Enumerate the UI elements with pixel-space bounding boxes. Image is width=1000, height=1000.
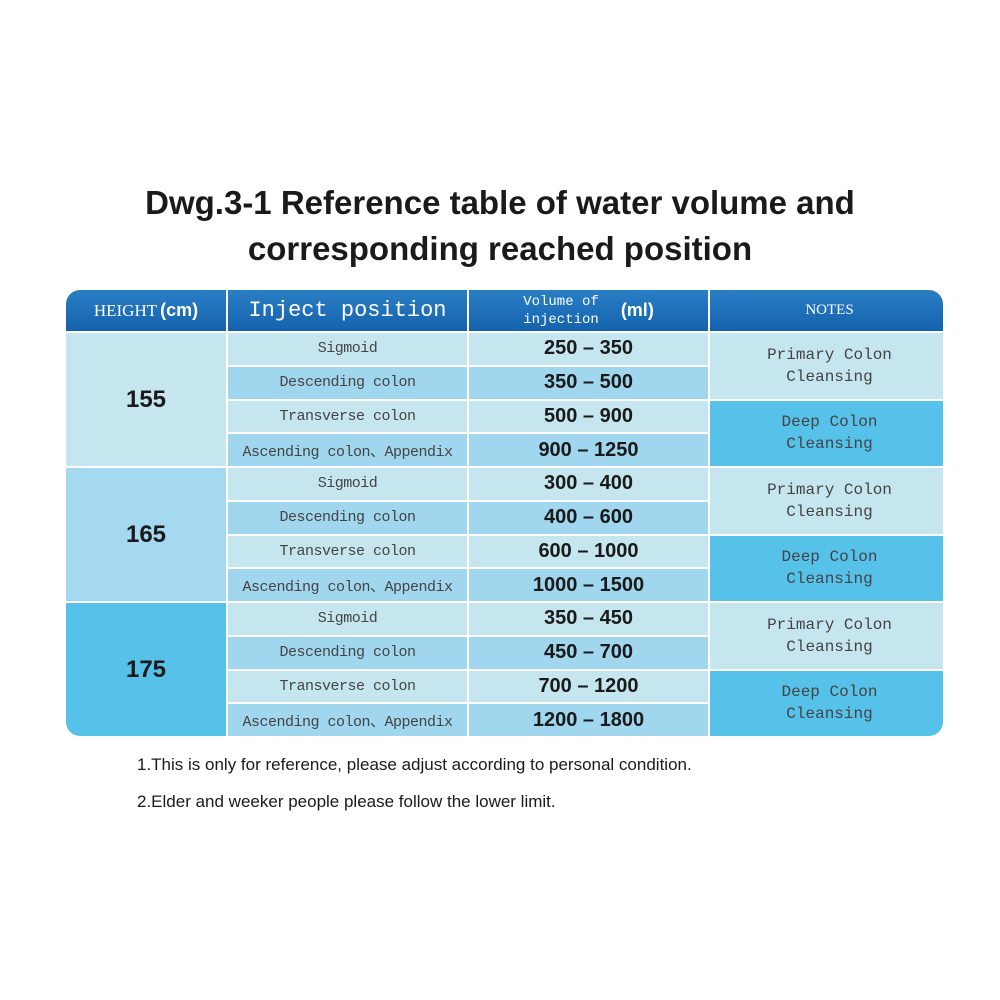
- height-cell: 155: [66, 333, 226, 466]
- inject-position-cell: Ascending colon、Appendix: [228, 704, 467, 736]
- header-position-label: Inject position: [248, 298, 447, 323]
- header-volume-line1: Volume of: [523, 293, 599, 310]
- volume-cell: 900 – 1250: [469, 434, 708, 466]
- footnote-1: 1.This is only for reference, please adj…: [137, 755, 692, 774]
- note-primary-cleansing: Primary Colon Cleansing: [710, 333, 943, 399]
- note-text: Cleansing: [786, 705, 873, 724]
- note-text: Primary Colon: [767, 480, 892, 499]
- note-text: Deep Colon: [781, 413, 878, 432]
- note-deep-cleansing: Deep Colon Cleansing: [710, 400, 943, 466]
- header-height: HEIGHT (cm): [66, 290, 226, 331]
- note-text: Cleansing: [786, 435, 873, 454]
- inject-position-cell: Descending colon: [228, 366, 467, 399]
- note-text: Primary Colon: [767, 345, 892, 364]
- note-deep-cleansing: Deep Colon Cleansing: [710, 535, 943, 601]
- note-text: Primary Colon: [767, 615, 892, 634]
- inject-position-cell: Sigmoid: [228, 333, 467, 365]
- volume-cell: 1000 – 1500: [469, 569, 708, 601]
- note-primary-cleansing: Primary Colon Cleansing: [710, 468, 943, 534]
- volume-cell: 700 – 1200: [469, 670, 708, 703]
- header-position: Inject position: [228, 290, 467, 331]
- inject-position-cell: Descending colon: [228, 501, 467, 534]
- header-volume: Volume of injection (ml): [469, 290, 708, 331]
- inject-position-cell: Sigmoid: [228, 468, 467, 500]
- note-deep-cleansing: Deep Colon Cleansing: [710, 670, 943, 736]
- height-cell: 165: [66, 468, 226, 601]
- inject-position-cell: Ascending colon、Appendix: [228, 434, 467, 466]
- header-height-label: HEIGHT: [93, 300, 158, 320]
- inject-position-cell: Descending colon: [228, 636, 467, 669]
- volume-cell: 500 – 900: [469, 400, 708, 433]
- note-text: Cleansing: [786, 570, 873, 589]
- title-line-2: corresponding reached position: [247, 230, 753, 267]
- note-text: Cleansing: [786, 502, 873, 521]
- note-text: Cleansing: [786, 637, 873, 656]
- header-volume-line2: injection: [523, 311, 599, 328]
- page-title: Dwg.3-1 Reference table of water volume …: [0, 180, 1000, 272]
- note-text: Deep Colon: [781, 683, 878, 702]
- footnote-2: 2.Elder and weeker people please follow …: [137, 792, 556, 811]
- volume-cell: 1200 – 1800: [469, 704, 708, 736]
- inject-position-cell: Transverse colon: [228, 400, 467, 433]
- volume-cell: 600 – 1000: [469, 535, 708, 568]
- volume-cell: 350 – 500: [469, 366, 708, 399]
- volume-cell: 400 – 600: [469, 501, 708, 534]
- header-notes-label: NOTES: [805, 302, 854, 318]
- note-text: Cleansing: [786, 367, 873, 386]
- note-primary-cleansing: Primary Colon Cleansing: [710, 603, 943, 669]
- title-line-1: Dwg.3-1 Reference table of water volume …: [145, 184, 855, 221]
- reference-table: HEIGHT (cm) Inject position Volume of inje…: [66, 290, 943, 736]
- note-text: Deep Colon: [781, 548, 878, 567]
- volume-cell: 350 – 450: [469, 603, 708, 635]
- header-height-unit: (cm): [160, 300, 199, 320]
- inject-position-cell: Sigmoid: [228, 603, 467, 635]
- inject-position-cell: Ascending colon、Appendix: [228, 569, 467, 601]
- header-volume-unit: (ml): [620, 300, 654, 320]
- volume-cell: 250 – 350: [469, 333, 708, 365]
- height-cell: 175: [66, 603, 226, 736]
- inject-position-cell: Transverse colon: [228, 670, 467, 703]
- inject-position-cell: Transverse colon: [228, 535, 467, 568]
- header-notes: NOTES: [710, 290, 943, 331]
- volume-cell: 450 – 700: [469, 636, 708, 669]
- volume-cell: 300 – 400: [469, 468, 708, 500]
